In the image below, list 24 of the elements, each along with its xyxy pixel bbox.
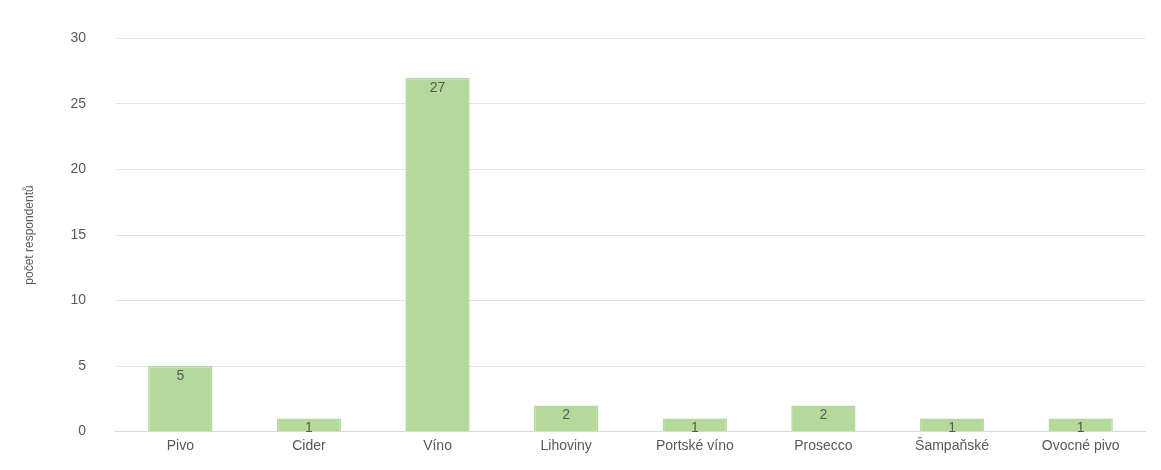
y-tick-label: 10 [70,291,87,308]
y-tick-label: 5 [78,356,87,373]
data-label: 2 [819,406,828,423]
x-tick-label: Lihoviny [540,436,592,453]
x-tick-label: Ovocné pivo [1041,436,1120,453]
data-label: 1 [690,419,699,436]
data-label: 5 [176,366,185,383]
x-tick-label: Portské víno [655,436,734,453]
data-label: 27 [429,78,446,95]
data-label: 1 [305,419,314,436]
data-label: 2 [562,406,571,423]
y-tick-label: 20 [70,160,87,177]
y-tick-label: 0 [78,422,87,439]
y-axis-title: počet respondentů [21,185,36,285]
x-tick-label: Prosecco [794,436,853,453]
x-tick-label: Pivo [166,436,195,453]
data-label: 1 [948,419,957,436]
data-label: 1 [1076,419,1085,436]
x-tick-label: Cider [292,436,326,453]
x-tick-label: Víno [423,436,453,453]
y-tick-label: 15 [70,225,87,242]
y-tick-label: 30 [70,29,87,46]
x-tick-label: Šampaňské [915,436,990,453]
y-tick-label: 25 [70,94,87,111]
